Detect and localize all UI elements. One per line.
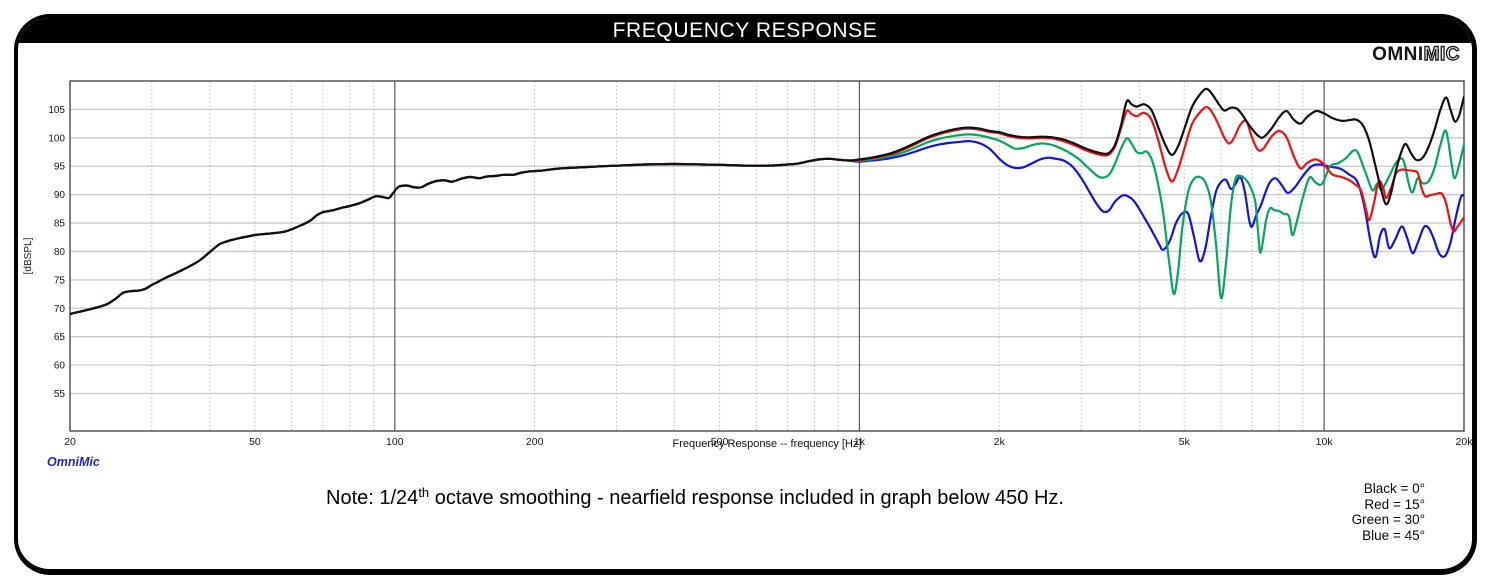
x-tick-label: 2k [994, 436, 1006, 448]
legend-item: Blue = 45° [1362, 527, 1425, 543]
title-bar: FREQUENCY RESPONSE [18, 18, 1472, 43]
x-tick-label: 1k [854, 436, 866, 448]
x-tick-label: 5k [1179, 436, 1191, 448]
x-tick-label: 20 [64, 436, 76, 448]
omnimic-watermark: OmniMic [47, 455, 100, 469]
note-superscript: th [418, 485, 430, 500]
legend-item: Black = 0° [1363, 481, 1425, 496]
y-tick-label: 85 [54, 219, 66, 230]
legend-item: Red = 15° [1364, 496, 1425, 512]
note-suffix: octave smoothing - nearfield response in… [429, 487, 1064, 509]
y-tick-label: 100 [48, 133, 65, 144]
y-tick-label: 75 [54, 275, 66, 286]
omnimic-logo-solid: OMNI [1372, 44, 1424, 65]
y-tick-label: 90 [54, 190, 66, 201]
y-tick-label: 70 [54, 304, 66, 315]
report-frame: FREQUENCY RESPONSE [14, 14, 1477, 575]
page-title: FREQUENCY RESPONSE [612, 18, 878, 42]
note-prefix: Note: 1/24 [326, 487, 419, 509]
legend-item: Green = 30° [1351, 512, 1425, 527]
y-tick-label: 105 [48, 105, 65, 116]
x-tick-label: 200 [526, 436, 544, 448]
y-tick-label: 95 [54, 162, 66, 173]
y-tick-label: 80 [54, 247, 66, 258]
omnimic-logo: OMNIMIC [1372, 43, 1460, 66]
plot-border [69, 80, 1465, 432]
x-tick-label: 10k [1316, 436, 1334, 448]
x-tick-label: 100 [386, 436, 404, 448]
y-axis-label: [dBSPL] [23, 237, 34, 274]
y-tick-label: 65 [54, 332, 66, 343]
smoothing-note: Note: 1/24th octave smoothing - nearfiel… [180, 485, 1210, 510]
response-curve-1 [70, 87, 1464, 316]
x-tick-label: 20k [1456, 436, 1474, 448]
response-curve-4 [70, 140, 1464, 316]
y-tick-label: 60 [54, 361, 66, 372]
x-tick-label: 500 [711, 436, 729, 448]
legend: Black = 0° Red = 15° Green = 30° Blue = 45° [1352, 481, 1425, 543]
omnimic-logo-outline: MIC [1423, 43, 1460, 65]
x-axis-title: Frequency Response -- frequency [Hz] [672, 438, 862, 450]
y-tick-label: 55 [54, 389, 66, 400]
x-tick-label: 50 [249, 436, 261, 448]
